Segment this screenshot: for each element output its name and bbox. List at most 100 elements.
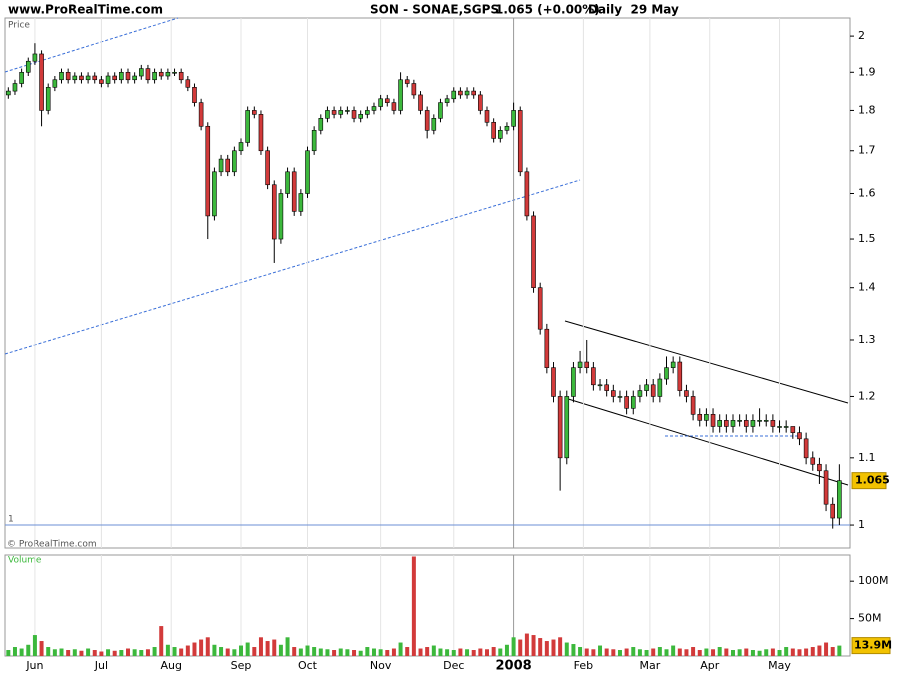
volume-bar: [212, 644, 217, 656]
candle-body: [384, 98, 390, 103]
candle-body: [411, 83, 417, 96]
volume-bar: [817, 645, 822, 656]
volume-bar: [837, 645, 842, 656]
volume-bar: [292, 647, 297, 656]
candle-body: [551, 367, 556, 397]
x-tick-label: 2008: [496, 659, 532, 674]
volume-bar: [252, 647, 257, 656]
volume-bar: [697, 650, 702, 656]
candle-body: [670, 361, 676, 368]
volume-bar: [491, 647, 496, 656]
volume-bar: [172, 647, 177, 656]
volume-bar: [106, 649, 111, 656]
volume-bar: [99, 651, 104, 656]
candle-body: [823, 470, 829, 505]
candle-body: [458, 90, 463, 96]
volume-bar: [199, 639, 204, 656]
volume-bar: [325, 649, 330, 656]
candle-body: [451, 90, 457, 100]
y-tick-label: 1: [858, 518, 865, 531]
candle-body: [138, 68, 144, 77]
volume-bar: [431, 645, 436, 656]
candle-body: [19, 71, 24, 84]
candle-body: [52, 79, 58, 88]
x-tick-label: Nov: [370, 659, 392, 672]
y-tick-label: 1.8: [858, 103, 876, 116]
candle-body: [710, 414, 716, 427]
candle-body: [797, 432, 802, 440]
candle-body: [45, 86, 51, 111]
volume-bar: [737, 649, 742, 656]
candle-body: [39, 53, 44, 111]
volume-bar: [12, 647, 17, 656]
candle-body: [198, 102, 204, 127]
volume-bar: [485, 649, 489, 656]
volume-bar: [225, 648, 230, 656]
volume-bar: [425, 647, 430, 656]
candle-body: [158, 71, 164, 77]
candle-body: [637, 390, 643, 397]
volume-bar: [332, 650, 337, 656]
candle-body: [119, 71, 124, 81]
volume-bar: [651, 648, 656, 656]
candle-body: [504, 125, 510, 131]
volume-bar: [365, 647, 370, 656]
volume-bar: [272, 639, 277, 656]
x-tick-label: May: [768, 659, 791, 672]
candle-body: [743, 420, 749, 427]
candle-body: [265, 150, 270, 186]
last-price-label: 1.065: [855, 474, 890, 487]
volume-bar: [405, 647, 410, 656]
candle-body: [172, 71, 177, 74]
candle-body: [564, 396, 570, 459]
volume-bar: [119, 650, 124, 656]
volume-bar: [318, 648, 323, 656]
volume-bar: [504, 644, 509, 656]
last-volume-box: [851, 637, 891, 655]
volume-bar: [232, 649, 237, 656]
candle-body: [325, 110, 330, 119]
candle-body: [644, 384, 649, 391]
candle-body: [59, 71, 64, 81]
volume-bar: [544, 641, 549, 656]
candle-body: [837, 480, 842, 519]
volume-bar: [298, 648, 303, 656]
candle-body: [345, 110, 350, 112]
volume-bar: [611, 649, 616, 656]
y-tick-label: 1.1: [858, 451, 876, 464]
candle-body: [763, 420, 769, 422]
candle-body: [232, 150, 237, 173]
candle-body: [591, 367, 596, 386]
volume-bar: [604, 648, 609, 656]
volume-bar: [145, 649, 150, 656]
y-tick-label: 2: [858, 29, 865, 42]
volume-bar: [578, 647, 583, 656]
volume-bar: [352, 650, 357, 656]
volume-bar: [258, 637, 263, 656]
candle-body: [358, 114, 363, 119]
volume-bar: [132, 649, 137, 656]
candle-body: [65, 71, 71, 81]
y-tick-label: 100M: [858, 574, 889, 587]
last-price-box: [851, 472, 887, 490]
candle-body: [238, 142, 244, 152]
volume-bar: [770, 648, 775, 656]
x-tick-label: Aug: [160, 659, 181, 672]
candle-body: [12, 83, 18, 92]
volume-bar: [278, 644, 283, 656]
channel-line: [564, 320, 849, 404]
volume-bar: [239, 645, 244, 656]
volume-bar: [445, 649, 450, 656]
candle-body: [125, 71, 131, 81]
y-tick-label: 1.3: [858, 333, 876, 346]
candle-body: [438, 102, 443, 119]
candle-body: [611, 390, 616, 397]
volume-bar: [312, 647, 317, 656]
candle-body: [331, 110, 337, 115]
x-tick-label: Jul: [94, 659, 108, 672]
volume-bar: [125, 648, 130, 656]
candle-body: [690, 396, 696, 415]
volume-bar: [564, 642, 569, 656]
candle-body: [464, 90, 470, 96]
